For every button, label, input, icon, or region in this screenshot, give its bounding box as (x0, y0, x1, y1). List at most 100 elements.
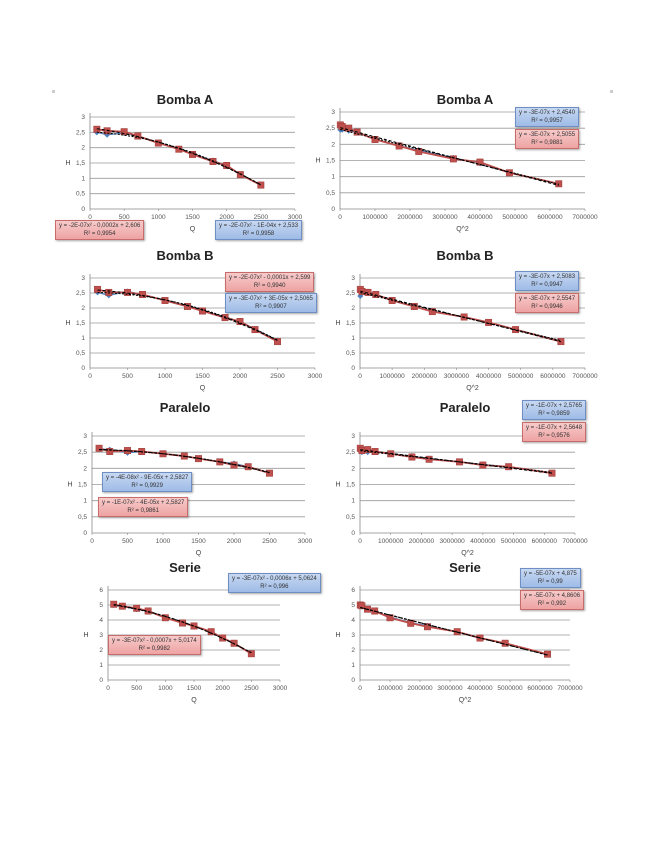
y-tick-label: 0,5 (346, 514, 355, 521)
data-point-red (505, 169, 513, 177)
chart-bomba-b-q2: Bomba B 0 0,5 1 1,5 2 2,5 3 0 1000000 2000000 30000… (320, 248, 610, 398)
x-tick-label: 1000000 (377, 685, 403, 692)
corner-mark (610, 90, 613, 93)
x-tick-label: 5000000 (501, 538, 527, 545)
x-tick-label: 7000000 (557, 685, 583, 692)
y-tick-label: 1 (83, 498, 87, 505)
x-tick-label: 4000000 (467, 214, 493, 221)
y-tick-label: 2 (351, 465, 355, 472)
equation-text: y = -3E-07x² + 3E-05x + 2,5065 (229, 296, 313, 302)
plot-area: 0 1 2 3 4 5 6 0 1000000 2000000 3000000 4000000 5000… (335, 586, 583, 704)
x-tick-label: 2500 (270, 373, 285, 380)
data-point-red (199, 307, 206, 315)
equation-text: y = -3E-07x + 2,5083 (519, 274, 576, 280)
y-tick-label: 3 (99, 632, 103, 639)
y-tick-label: 4 (351, 617, 355, 624)
trendline (340, 129, 559, 185)
plot-area: 0 0,5 1 1,5 2 2,5 3 0 500 1000 1500 2000 2500 3000 Q H (65, 113, 303, 233)
data-point-red (110, 600, 118, 608)
data-point-red (386, 614, 394, 622)
y-tick-label: 2,5 (346, 290, 355, 297)
plot-area: 0 0,5 1 1,5 2 2,5 3 0 1000000 2000000 3000000 40000… (335, 432, 588, 557)
y-tick-label: 1 (351, 662, 355, 669)
data-point-red (364, 288, 372, 296)
chart-title: Bomba A (156, 92, 214, 107)
y-tick-label: 2 (83, 465, 87, 472)
data-point-red (424, 623, 431, 631)
equation-text: y = -3E-07x + 2,4540 (519, 110, 576, 116)
chart-title: Serie (169, 560, 201, 575)
chart-paralelo-q: Paralelo 0 0,5 1 1,5 2 2,5 3 0 500 1000 1500 2000 250… (50, 400, 320, 557)
y-tick-label: 5 (99, 602, 103, 609)
y-tick-label: 0 (81, 206, 85, 213)
data-point-red (364, 446, 372, 454)
trendline-equation-red: y = -3E-07x² - 0,0007x + 5,0174 R² = 0,99… (108, 635, 201, 655)
x-axis-label: Q (196, 550, 202, 557)
data-point-red (251, 326, 259, 334)
plot-area: 0 0,5 1 1,5 2 2,5 3 0 500 1000 1500 2000 2500 3000 Q H (67, 432, 313, 557)
y-axis-label: H (83, 632, 88, 639)
x-tick-label: 6000000 (527, 685, 553, 692)
trendline-equation-red: y = -3E-07x + 2,5055 R² = 0,9881 (515, 129, 580, 149)
x-tick-label: 1500 (185, 214, 200, 221)
data-point-red (548, 469, 556, 477)
x-axis-label: Q^2 (459, 697, 472, 704)
data-point-red (247, 650, 255, 658)
r-squared-text: R² = 0,992 (537, 601, 567, 607)
r-squared-text: R² = 0,9947 (531, 282, 563, 288)
x-axis-label: Q^2 (461, 550, 474, 557)
x-tick-label: 3000000 (439, 538, 465, 545)
x-tick-label: 500 (122, 538, 133, 545)
chart-title: Bomba A (436, 92, 494, 107)
trendline-equation-blue: y = -3E-07x + 2,5083 R² = 0,9947 (515, 271, 580, 291)
x-tick-label: 2500 (254, 214, 269, 221)
data-point-red (120, 128, 128, 136)
r-squared-text: R² = 0,9940 (253, 283, 286, 289)
x-tick-label: 2000000 (407, 685, 433, 692)
r-squared-text: R² = 0,9954 (83, 231, 116, 237)
y-tick-label: 2 (351, 647, 355, 654)
y-tick-label: 0,5 (78, 514, 87, 521)
y-tick-label: 0 (99, 677, 103, 684)
data-point-red (425, 455, 433, 463)
data-point-red (106, 448, 114, 455)
y-tick-label: 3 (351, 275, 355, 282)
y-tick-label: 2 (351, 305, 355, 312)
equation-text: y = -3E-07x + 2,5547 (519, 296, 576, 302)
data-point-red (338, 123, 346, 131)
trendline-equation-blue: y = -5E-07x + 4,875 R² = 0,99 (520, 568, 581, 588)
trendline-equation-red: y = -5E-07x + 4,8606 R² = 0,992 (520, 590, 585, 610)
x-tick-label: 1000 (156, 538, 171, 545)
r-squared-text: R² = 0,9946 (531, 304, 563, 310)
x-tick-label: 3000000 (437, 685, 463, 692)
trendline (340, 127, 559, 186)
data-point-red (408, 453, 416, 461)
x-tick-label: 0 (338, 214, 342, 221)
x-tick-label: 5000000 (497, 685, 523, 692)
y-tick-label: 3 (351, 433, 355, 440)
data-point-red (236, 318, 244, 325)
y-tick-label: 1 (351, 498, 355, 505)
equation-text: y = -3E-07x + 2,5055 (519, 132, 576, 138)
data-point-red (410, 303, 418, 310)
data-point-red (223, 162, 231, 169)
y-tick-label: 0 (83, 530, 87, 537)
trendline (360, 607, 548, 656)
trendline-equation-red: y = -1E-07x + 2,5648 R² = 0,9576 (522, 422, 587, 442)
x-tick-label: 500 (122, 373, 133, 380)
x-tick-label: 2000000 (412, 373, 438, 380)
x-tick-label: 2500 (262, 538, 277, 545)
x-tick-label: 500 (119, 214, 130, 221)
y-axis-label: H (315, 158, 320, 165)
chart-bomba-a-q: Bomba A 0 0,5 1 1,5 2 2,5 3 0 500 1000 1500 2000 2500… (50, 92, 320, 242)
r-squared-text: R² = 0,9859 (538, 411, 570, 417)
x-tick-label: 2000000 (409, 538, 435, 545)
trendline (96, 128, 262, 186)
data-point-red (94, 285, 101, 293)
data-point-red (358, 602, 366, 610)
y-tick-label: 2,5 (78, 449, 87, 456)
y-tick-label: 0,5 (346, 350, 355, 357)
trendline (99, 448, 270, 474)
y-tick-label: 0 (351, 677, 355, 684)
r-squared-text: R² = 0,9929 (131, 483, 163, 489)
